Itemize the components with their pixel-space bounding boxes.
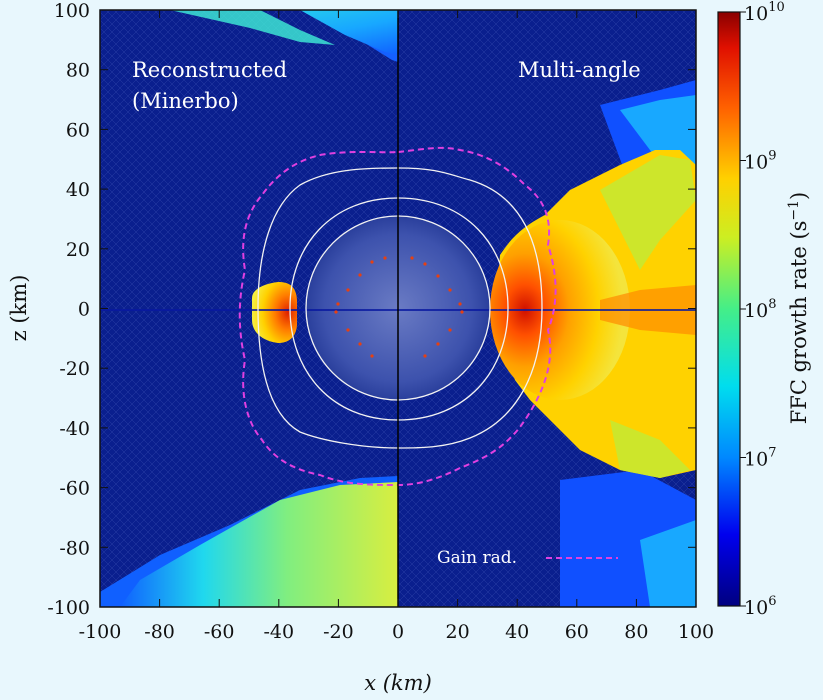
colorbar-tick-exponent: 6: [768, 594, 776, 609]
x-tick-label: 0: [392, 621, 404, 643]
y-tick-label: -40: [59, 418, 90, 440]
x-tick-label: 100: [678, 621, 714, 643]
left-panel-label-line1: Reconstructed: [132, 58, 287, 82]
y-tick-label: -60: [59, 478, 90, 500]
right-bottom-plume-core: [640, 520, 696, 607]
y-tick-label: -20: [59, 358, 90, 380]
x-tick-label: 20: [446, 621, 470, 643]
right-yellowgreen-top: [600, 155, 696, 270]
colorbar-tick-base: 10: [744, 449, 768, 471]
colorbar-title: FFC growth rate (s−1): [786, 192, 811, 425]
y-tick-label: 100: [54, 0, 90, 22]
colorbar-tick-exponent: 8: [768, 297, 776, 312]
x-tick-label: -40: [263, 621, 294, 643]
y-tick-label: 40: [66, 179, 90, 201]
y-tick-label: 80: [66, 60, 90, 82]
x-tick-label: -60: [204, 621, 235, 643]
x-tick-label: -100: [79, 621, 122, 643]
y-axis-title-text: z (km): [7, 275, 31, 342]
x-axis-title: x (km): [364, 671, 432, 695]
y-tick-label: -100: [47, 597, 90, 619]
left-panel: [100, 10, 398, 607]
colorbar-title-text: FFC growth rate (s: [787, 221, 811, 425]
colorbar-tick-label: 106: [744, 594, 776, 619]
left-panel-label-line2: (Minerbo): [132, 89, 239, 113]
colorbar-tick-label: 108: [744, 297, 776, 322]
colorbar-title-close: ): [787, 192, 811, 200]
colorbar-tick-exponent: 9: [768, 149, 776, 164]
y-tick-label: 60: [66, 119, 90, 141]
right-panel: [490, 80, 696, 607]
colorbar-title-exponent: −1: [786, 200, 802, 221]
x-axis-title-text: x (km): [364, 671, 432, 695]
y-axis-ticks: 100 80 60 40 20 0 -20 -40 -60 -80 -100: [47, 0, 696, 619]
y-tick-label: -80: [59, 537, 90, 559]
x-tick-label: 80: [624, 621, 648, 643]
x-tick-label: 60: [565, 621, 589, 643]
y-tick-label: 20: [66, 239, 90, 261]
legend: Gain rad.: [437, 548, 618, 568]
colorbar-tick-label: 107: [744, 446, 776, 471]
colorbar-tick-base: 10: [744, 597, 768, 619]
right-panel-label: Multi-angle: [518, 58, 641, 82]
colorbar-tick-exponent: 10: [768, 0, 785, 15]
left-bottom-plume: [120, 482, 398, 607]
colorbar: [717, 11, 741, 607]
y-tick-label: 0: [78, 299, 90, 321]
core-dots: [334, 256, 464, 358]
y-axis-title: z (km): [7, 275, 31, 342]
colorbar-tick-base: 10: [744, 300, 768, 322]
colorbar-tick-exponent: 7: [768, 446, 776, 461]
legend-label-gain-radius: Gain rad.: [437, 548, 517, 568]
colorbar-tick-label: 109: [744, 149, 776, 174]
left-top-plume-core: [170, 10, 335, 45]
x-axis-ticks: -100 -80 -60 -40 -20 0 20 40 60 80 100: [79, 10, 714, 643]
left-blob: [252, 282, 297, 343]
x-tick-label: -20: [323, 621, 354, 643]
right-yellowgreen-bottom: [610, 420, 690, 478]
colorbar-tick-base: 10: [744, 3, 768, 25]
colorbar-tick-base: 10: [744, 152, 768, 174]
x-tick-label: -80: [144, 621, 175, 643]
colorbar-tick-label: 1010: [744, 0, 785, 25]
x-tick-label: 40: [505, 621, 529, 643]
left-top-plume: [160, 10, 398, 55]
